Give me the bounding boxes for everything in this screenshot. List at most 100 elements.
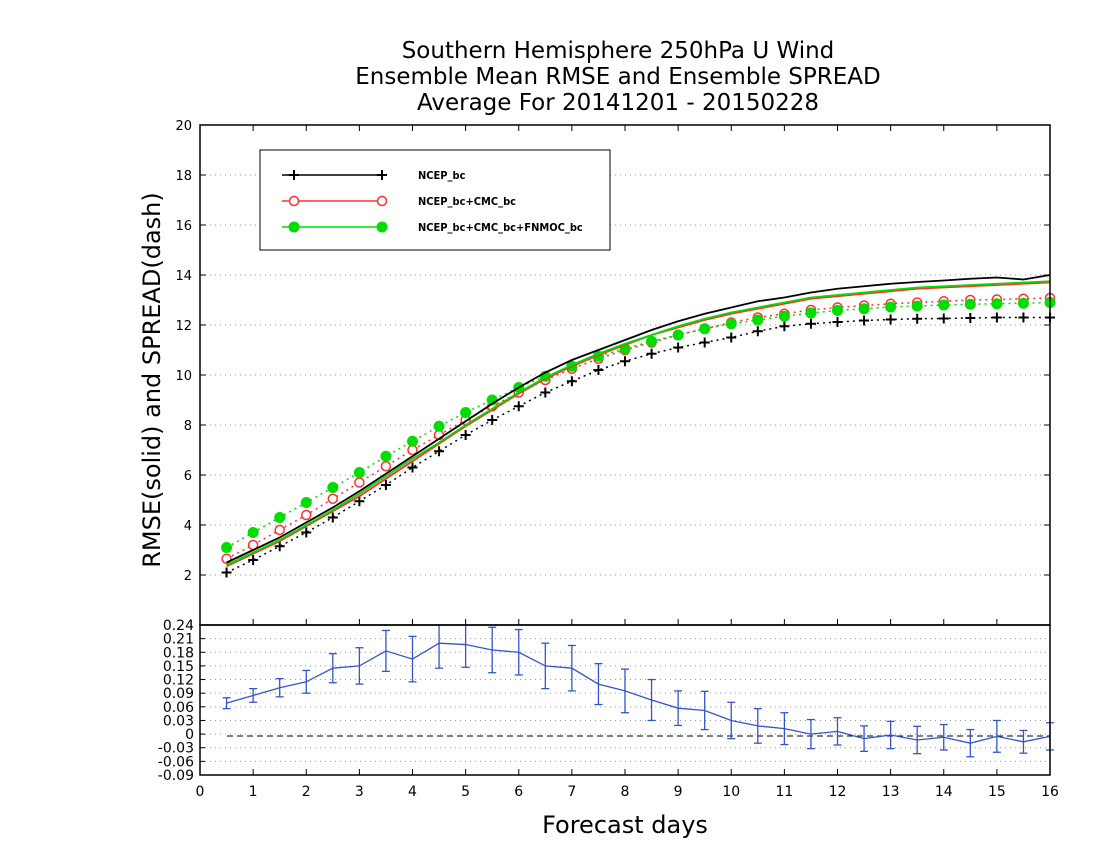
error-bar (567, 644, 576, 692)
lower-y-tick-label: -0.03 (158, 741, 194, 757)
x-tick-label: 16 (1041, 784, 1059, 800)
spread-point-0 (327, 512, 338, 523)
upper-y-ticks: 2 4 6 8 10 12 14 16 18 20 (175, 119, 1050, 626)
rmse-line-0 (226, 274, 1051, 564)
error-bar (541, 642, 550, 690)
x-axis-label: Forecast days (542, 811, 708, 839)
spread-point-0 (593, 365, 604, 375)
spread-point-2 (805, 307, 817, 319)
spread-point-2 (221, 542, 233, 553)
spread-point-0 (620, 356, 630, 367)
spread-point-0 (965, 313, 976, 323)
error-bar (621, 668, 629, 714)
error-bar (860, 725, 869, 753)
spread-point-0 (354, 496, 365, 507)
spread-point-1 (380, 461, 392, 472)
upper-y-tick-label: 12 (175, 319, 192, 334)
spread-point-2 (380, 450, 392, 462)
error-bar (966, 728, 975, 758)
lower-y-tick-label: 0.03 (163, 713, 194, 729)
lower-y-tick-label: -0.09 (158, 768, 194, 784)
x-tick-label: 5 (461, 784, 470, 800)
chart-title-line-2: Ensemble Mean RMSE and Ensemble SPREAD (355, 64, 880, 90)
x-tick-label: 11 (775, 784, 793, 800)
chart-title: Southern Hemisphere 250hPa U Wind Ensemb… (355, 38, 880, 116)
upper-y-tick-label: 14 (175, 269, 192, 284)
x-tick-label: 1 (249, 784, 258, 800)
spread-point-0 (301, 527, 312, 538)
lower-y-tick-label: 0.15 (163, 659, 194, 675)
x-tick-label: 0 (196, 784, 205, 800)
rmse-line-2 (226, 280, 1051, 566)
spread-line-1 (226, 297, 1051, 560)
spread-point-2 (938, 299, 950, 311)
error-bar (1019, 729, 1028, 754)
spread-point-0 (1018, 312, 1029, 323)
spread-point-0 (540, 387, 551, 398)
spread-point-2 (300, 497, 312, 508)
legend-label-0: NCEP_bc (418, 169, 466, 182)
legend-items: NCEP_bc NCEP_bc+CMC_bc NCEP_bc+CMC_bc+FNMO… (282, 169, 583, 234)
legend-label-1: NCEP_bc+CMC_bc (418, 195, 516, 208)
spread-point-2 (752, 314, 764, 326)
legend-marker-end-2 (376, 221, 388, 233)
difference-panel: 0.240.210.180.150.120.090.060.030-0.03-0… (158, 618, 1054, 784)
error-bar (806, 718, 815, 750)
upper-y-tick-label: 18 (175, 169, 192, 184)
legend: NCEP_bc NCEP_bc+CMC_bc NCEP_bc+CMC_bc+FNMO… (259, 149, 611, 251)
spread-point-2 (274, 512, 286, 523)
spread-point-0 (752, 326, 763, 337)
error-bar (939, 723, 948, 751)
x-axis-ticks: 0 1 2 3 4 5 6 7 8 9 10 11 12 13 14 15 16 (196, 125, 1059, 800)
legend-marker-start-0 (289, 170, 299, 180)
rmse-spread-panel: 2 4 6 8 10 12 14 16 18 20 RMSE(solid) and SPREAD(… (138, 119, 1056, 626)
x-tick-label: 3 (355, 784, 364, 800)
error-bar (275, 677, 284, 698)
y-axis-label: RMSE(solid) and SPREAD(dash) (138, 192, 166, 568)
lower-y-tick-label: 0.12 (163, 673, 194, 689)
chart-title-line-3: Average For 20141201 - 20150228 (417, 90, 819, 116)
error-bar (222, 697, 231, 710)
x-tick-label: 14 (935, 784, 953, 800)
spread-point-0 (779, 321, 790, 332)
error-bar (647, 678, 656, 722)
x-tick-label: 6 (514, 784, 523, 800)
spread-point-0 (673, 342, 684, 353)
spread-point-0 (646, 348, 657, 359)
spread-point-2 (699, 323, 711, 335)
legend-marker-start-1 (288, 195, 300, 207)
error-bar (461, 624, 470, 668)
x-tick-label: 4 (408, 784, 417, 800)
error-bar (886, 720, 895, 750)
legend-marker-start-2 (288, 221, 300, 233)
lower-y-ticks: 0.240.210.180.150.120.090.060.030-0.03-0… (158, 618, 205, 784)
spread-point-1 (301, 509, 312, 521)
upper-y-tick-label: 8 (184, 419, 192, 434)
spread-point-0 (248, 555, 259, 565)
spread-point-1 (354, 477, 365, 488)
spread-point-0 (434, 446, 445, 457)
spread-point-0 (805, 318, 816, 329)
spread-point-0 (699, 337, 710, 348)
x-tick-label: 15 (988, 784, 1006, 800)
upper-y-tick-label: 10 (175, 369, 192, 384)
legend-box (259, 149, 611, 251)
error-bar (408, 635, 417, 683)
lower-y-tick-label: 0 (185, 727, 194, 743)
error-bar (833, 717, 842, 746)
spread-point-0 (726, 332, 737, 343)
x-tick-label: 9 (674, 784, 683, 800)
error-bar (355, 647, 364, 685)
spread-point-2 (407, 435, 418, 447)
x-tick-label: 12 (829, 784, 847, 800)
upper-y-tick-label: 2 (184, 569, 192, 584)
error-bar (249, 687, 258, 703)
spread-point-2 (672, 329, 684, 341)
spread-point-1 (274, 524, 285, 536)
error-bar (435, 624, 444, 669)
upper-y-tick-label: 4 (184, 519, 192, 534)
upper-series-group (221, 274, 1056, 578)
spread-point-0 (380, 480, 391, 490)
error-bar (381, 629, 390, 673)
